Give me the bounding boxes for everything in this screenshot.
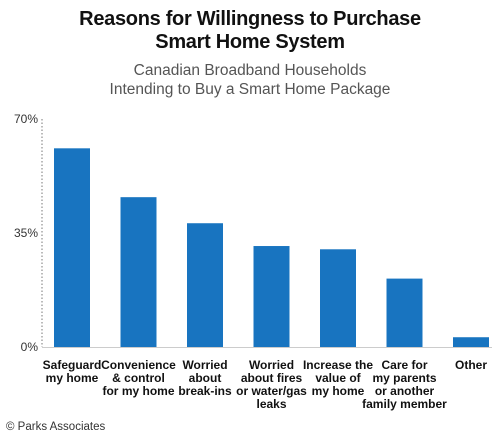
category-label-line: & control [112, 371, 165, 385]
category-label-line: my home [312, 384, 365, 398]
bar [253, 246, 290, 347]
chart-subtitle-line-1: Canadian Broadband Households [133, 62, 367, 79]
bar [320, 249, 356, 347]
category-label: Worried about break-ins [178, 358, 232, 398]
category-label-line: Worried [182, 358, 227, 372]
category-label-line: family member [362, 397, 447, 411]
category-label-line: value of [315, 371, 361, 385]
bar [54, 148, 90, 347]
category-label-line: my home [46, 371, 99, 385]
category-label: Convenience & control for my home [101, 358, 176, 398]
bar [453, 337, 489, 347]
category-label-line: about fires [241, 371, 303, 385]
category-label-line: Worried [249, 358, 294, 372]
bar [386, 278, 423, 347]
category-label-line: my parents [372, 371, 436, 385]
category-label: Safeguard my home [43, 358, 102, 385]
bar [187, 223, 223, 347]
y-axis-ticks: 0% 35% 70% [14, 112, 38, 354]
chart-subtitle-line-2: Intending to Buy a Smart Home Package [109, 81, 391, 98]
chart-title-line-1: Reasons for Willingness to Purchase [79, 8, 421, 30]
source-credit: © Parks Associates [6, 421, 106, 433]
y-tick-label: 70% [14, 112, 38, 126]
category-label-line: leaks [256, 397, 286, 411]
category-label-line: Other [455, 358, 487, 372]
category-label-line: Increase the [303, 358, 373, 372]
category-label-line: about [189, 371, 222, 385]
category-label: Other [455, 358, 487, 372]
chart-title-line-2: Smart Home System [155, 31, 345, 53]
y-tick-label: 35% [14, 226, 38, 240]
category-label: Care for my parents or another family membe… [362, 358, 447, 411]
category-label-line: Care for [381, 358, 427, 372]
y-tick-label: 0% [21, 340, 39, 354]
category-label: Increase the value of my home [303, 358, 373, 398]
category-label-line: or water/gas [236, 384, 307, 398]
bar [120, 197, 157, 347]
category-label-line: Safeguard [43, 358, 102, 372]
category-label-line: or another [375, 384, 435, 398]
bars [54, 148, 489, 347]
category-label-line: break-ins [178, 384, 232, 398]
chart-subtitle: Canadian Broadband Households Intending … [0, 61, 500, 99]
category-label-line: Convenience [101, 358, 176, 372]
category-label: Worried about fires or water/gas leaks [236, 358, 307, 411]
category-label-line: for my home [102, 384, 174, 398]
chart-title: Reasons for Willingness to Purchase Smar… [0, 8, 500, 54]
